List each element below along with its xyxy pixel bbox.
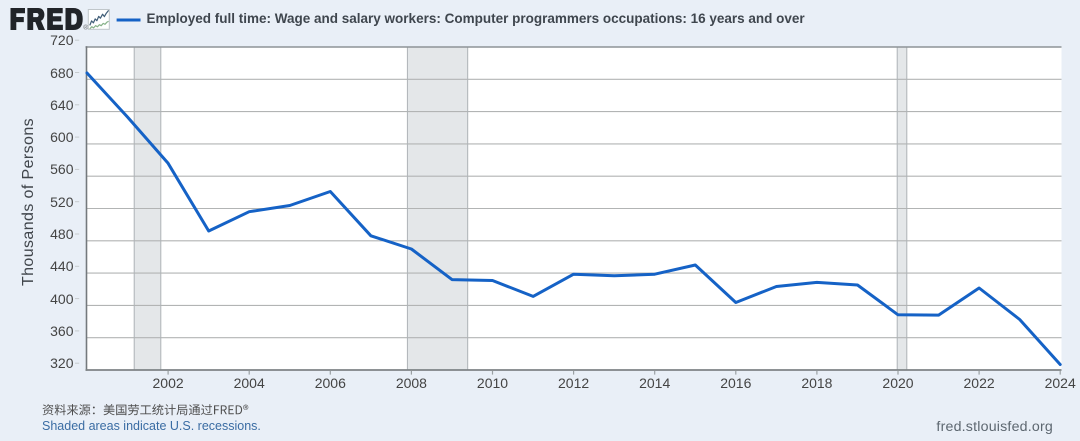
svg-text:®: ® xyxy=(83,24,88,32)
